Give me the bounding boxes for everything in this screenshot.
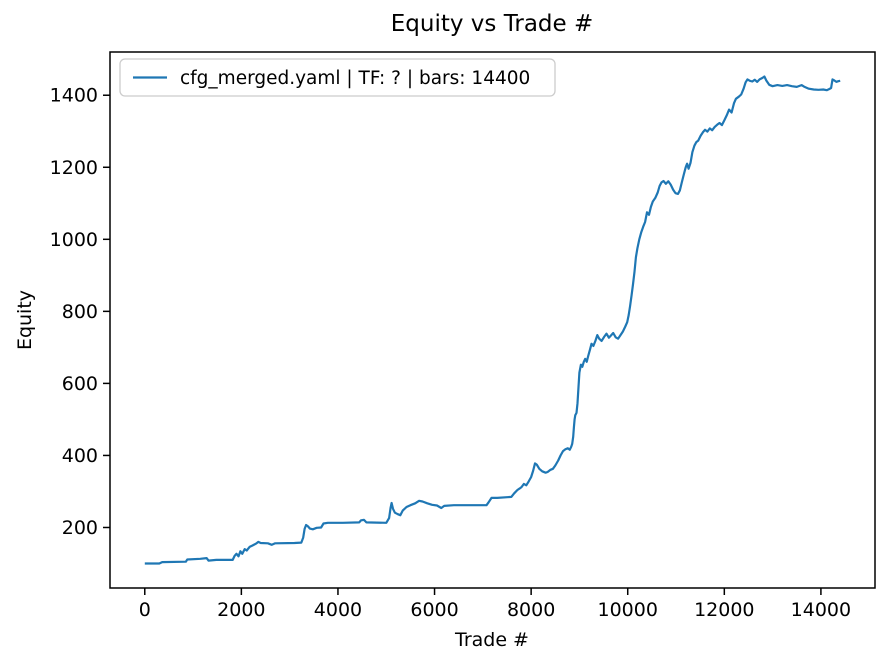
y-tick-label: 1200 xyxy=(50,157,98,179)
x-axis-label: Trade # xyxy=(454,629,529,651)
equity-curve-line xyxy=(144,75,841,565)
y-axis-ticks: 200 400 600 800 1000 1200 1400 xyxy=(50,85,110,539)
x-tick-label: 8000 xyxy=(507,599,555,621)
legend-label: cfg_merged.yaml | TF: ? | bars: 14400 xyxy=(180,68,530,89)
legend: cfg_merged.yaml | TF: ? | bars: 14400 xyxy=(119,58,556,97)
x-tick-label: 2000 xyxy=(217,599,265,621)
legend-box xyxy=(119,58,556,97)
x-tick-label: 12000 xyxy=(694,599,754,621)
y-tick-label: 600 xyxy=(62,373,98,395)
y-axis-label: Equity xyxy=(14,290,36,350)
chart-title: Equity vs Trade # xyxy=(391,11,594,37)
x-tick-label: 0 xyxy=(139,599,151,621)
y-tick-label: 400 xyxy=(62,445,98,467)
x-tick-label: 6000 xyxy=(410,599,458,621)
plot-frame xyxy=(109,51,876,589)
y-tick-label: 1000 xyxy=(50,229,98,251)
y-tick-label: 800 xyxy=(62,301,98,323)
x-tick-label: 14000 xyxy=(791,599,851,621)
y-tick-label: 200 xyxy=(62,517,98,539)
x-tick-label: 4000 xyxy=(314,599,362,621)
x-axis-ticks: 0 2000 4000 6000 8000 10000 12000 14000 xyxy=(139,588,851,621)
x-tick-label: 10000 xyxy=(598,599,658,621)
y-tick-label: 1400 xyxy=(50,85,98,107)
